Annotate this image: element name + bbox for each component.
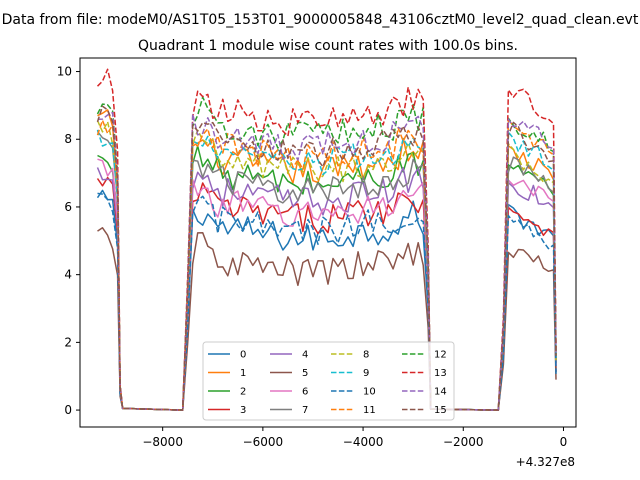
legend-label-2: 2	[240, 387, 246, 398]
series-line-15	[96, 105, 557, 411]
legend-label-15: 15	[434, 405, 447, 416]
legend-label-3: 3	[240, 405, 246, 416]
y-tick-label: 10	[57, 65, 72, 79]
legend-label-14: 14	[434, 387, 447, 398]
legend-box	[202, 341, 455, 421]
legend-label-10: 10	[363, 387, 376, 398]
y-tick-label: 2	[64, 335, 72, 349]
legend-label-8: 8	[363, 350, 369, 361]
y-tick-label: 6	[64, 200, 72, 214]
y-tick-label: 0	[64, 403, 72, 417]
x-offset-label: +4.327e8	[516, 455, 575, 469]
legend-label-11: 11	[363, 405, 376, 416]
x-tick-label: −4000	[343, 435, 384, 449]
y-axis: 0 2 4 6 8 10	[57, 65, 80, 417]
y-tick-label: 4	[64, 268, 72, 282]
x-tick-label: 0	[560, 435, 568, 449]
y-tick-label: 8	[64, 132, 72, 146]
axes-title: Quadrant 1 module wise count rates with …	[138, 38, 518, 54]
series-line-12	[96, 96, 557, 411]
legend-label-7: 7	[302, 405, 308, 416]
legend-label-0: 0	[240, 350, 246, 361]
x-axis: −8000 −6000 −4000 −2000 0	[142, 427, 567, 449]
axes-frame	[79, 57, 577, 428]
legend-label-6: 6	[302, 387, 308, 398]
x-tick-label: −6000	[243, 435, 284, 449]
x-tick-label: −2000	[443, 435, 484, 449]
legend-label-5: 5	[302, 368, 308, 379]
series-line-8	[96, 120, 557, 411]
legend-label-1: 1	[240, 368, 246, 379]
plot-lines	[96, 68, 557, 411]
legend-label-13: 13	[434, 368, 447, 379]
series-line-10	[97, 192, 557, 411]
figure-suptitle: Data from file: modeM0/AS1T05_153T01_900…	[2, 12, 639, 28]
legend-label-12: 12	[434, 350, 447, 361]
legend-label-4: 4	[302, 350, 308, 361]
legend-label-9: 9	[363, 368, 369, 379]
x-tick-label: −8000	[142, 435, 183, 449]
